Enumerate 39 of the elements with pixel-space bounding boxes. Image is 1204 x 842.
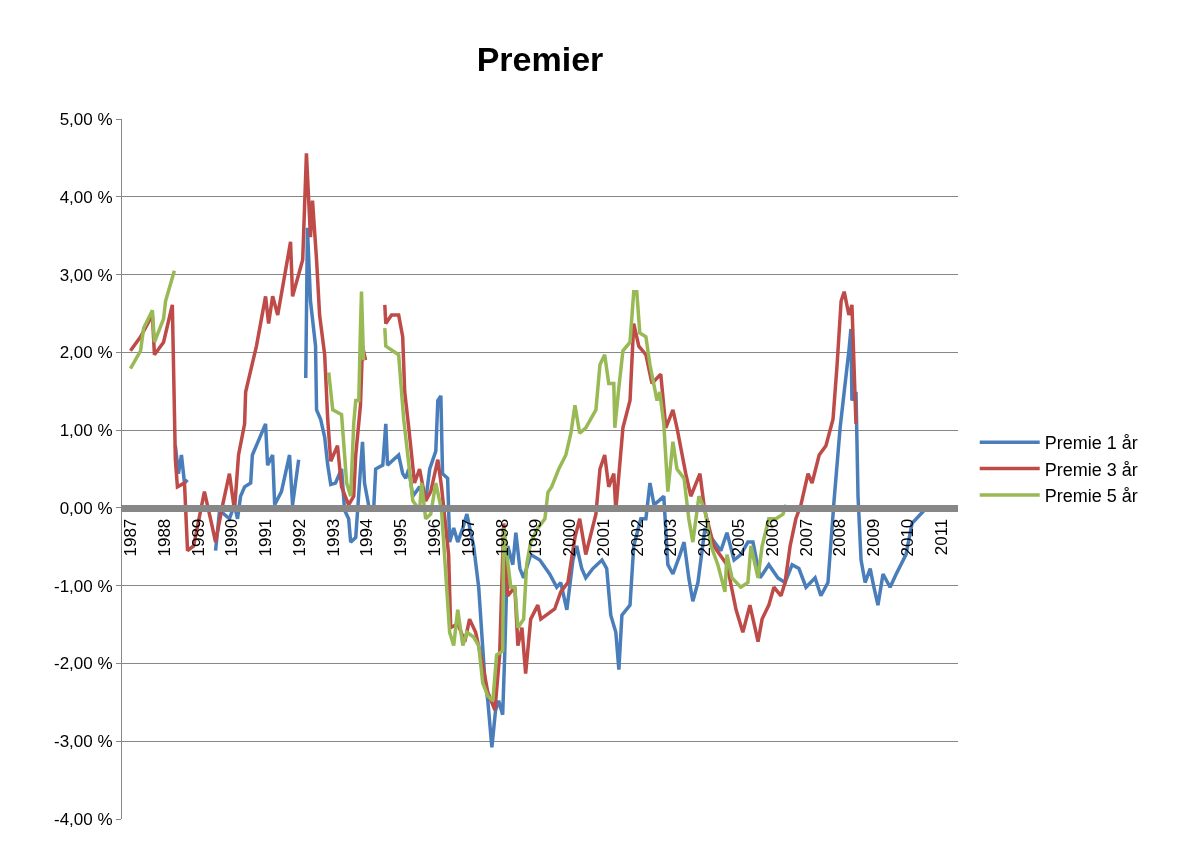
x-tick-label: 1998 bbox=[492, 518, 512, 557]
legend-label: Premie 3 år bbox=[1044, 459, 1138, 480]
x-tick-label: 1991 bbox=[256, 518, 276, 557]
x-tick-label: 1995 bbox=[391, 518, 411, 557]
legend-label: Premie 5 år bbox=[1044, 486, 1138, 507]
y-tick-label: 0,00 % bbox=[59, 498, 113, 518]
chart-title: Premier bbox=[476, 39, 604, 78]
x-tick-label: 1989 bbox=[188, 518, 208, 557]
x-tick-label: 1992 bbox=[289, 518, 309, 557]
x-tick-label: 1996 bbox=[424, 518, 444, 557]
x-tick-label: 1999 bbox=[526, 518, 546, 557]
x-tick-label: 1987 bbox=[120, 518, 140, 557]
legend-label: Premie 1 år bbox=[1044, 433, 1138, 454]
x-tick-label: 2009 bbox=[864, 518, 884, 557]
y-tick-label: 3,00 % bbox=[59, 265, 113, 285]
y-tick-label: 4,00 % bbox=[59, 187, 113, 207]
y-tick-label: -1,00 % bbox=[54, 576, 113, 596]
x-tick-label: 2004 bbox=[695, 518, 715, 557]
y-tick-label: 5,00 % bbox=[59, 109, 113, 129]
x-tick-label: 2010 bbox=[897, 518, 917, 557]
x-tick-label: 2007 bbox=[796, 518, 816, 557]
x-tick-label: 2011 bbox=[931, 518, 951, 556]
x-tick-label: 2003 bbox=[661, 518, 681, 557]
x-tick-label: 2008 bbox=[830, 518, 850, 557]
x-tick-label: 2006 bbox=[762, 518, 782, 557]
x-tick-label: 1990 bbox=[222, 518, 242, 557]
x-tick-label: 2001 bbox=[593, 518, 613, 557]
x-tick-label: 1994 bbox=[357, 518, 377, 557]
x-tick-label: 2005 bbox=[728, 518, 748, 557]
y-tick-label: 2,00 % bbox=[59, 343, 113, 363]
y-tick-label: 1,00 % bbox=[59, 421, 113, 441]
y-tick-label: -4,00 % bbox=[54, 809, 113, 829]
x-tick-label: 1997 bbox=[458, 518, 478, 557]
x-tick-label: 1988 bbox=[154, 518, 174, 557]
x-tick-label: 2002 bbox=[627, 518, 647, 557]
x-tick-label: 2000 bbox=[560, 518, 580, 557]
x-tick-label: 1993 bbox=[323, 518, 343, 557]
y-tick-label: -3,00 % bbox=[54, 732, 113, 752]
y-tick-label: -2,00 % bbox=[54, 654, 113, 674]
